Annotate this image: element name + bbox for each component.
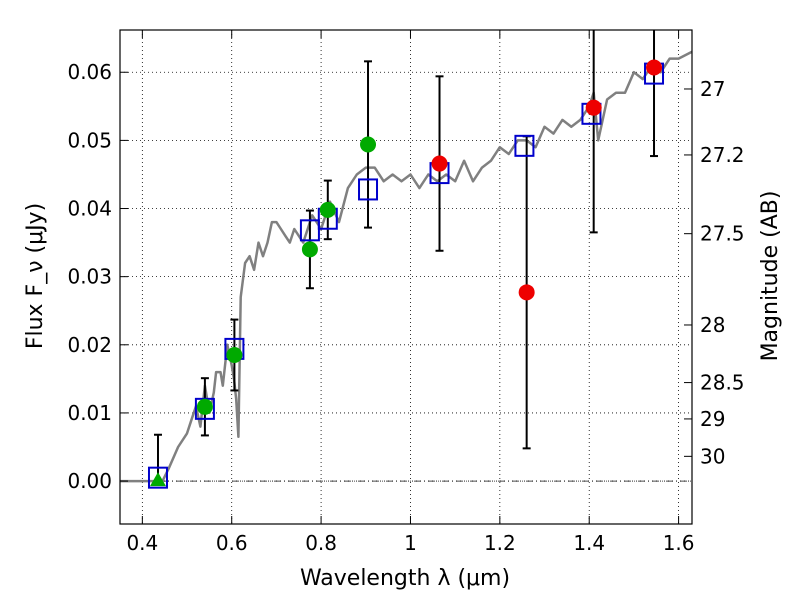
y-tick-label: 0.00 [67,469,112,493]
y-tick-label: 0.05 [67,128,112,152]
x-tick-label: 1.6 [663,531,695,555]
model-photometry-square [147,466,168,489]
x-tick-label: 0.4 [126,531,158,555]
y-axis-label: Flux F_ν (μJy) [23,203,48,349]
observed-point [646,59,663,76]
y-tick-label: 0.01 [67,401,112,425]
observed-point [196,398,213,415]
right-axis-label: Magnitude (AB) [758,191,783,362]
data-markers [147,59,665,489]
right-tick-label: 29 [700,407,725,431]
observed-point [518,284,535,301]
y-tick-label: 0.02 [67,333,112,357]
x-tick-label: 1.2 [484,531,516,555]
observed-point [226,347,243,364]
observed-point [319,201,336,218]
observed-point [585,99,602,116]
model-photometry-square [514,134,535,157]
axis-ticks: 0.4 0.6 0.8 1 1.2 1.4 1.6 0.00 0.01 0.02 0.03 0.04 0… [67,30,745,555]
model-photometry-square [358,178,379,201]
x-tick-label: 1.4 [573,531,605,555]
right-tick-label: 27.2 [700,143,745,167]
upper-limit-triangle [149,472,166,487]
x-tick-label: 0.8 [305,531,337,555]
observed-point [301,241,318,258]
right-tick-label: 27 [700,77,725,101]
observed-point [431,155,448,172]
x-axis-label: Wavelength λ (μm) [300,566,510,591]
model-photometry-square [299,219,320,242]
right-tick-label: 27.5 [700,222,745,246]
right-tick-label: 28 [700,313,725,337]
right-tick-label: 30 [700,444,725,468]
right-tick-label: 28.5 [700,371,745,395]
x-tick-label: 0.6 [216,531,248,555]
observed-point [360,136,377,153]
x-tick-label: 1 [404,531,417,555]
y-tick-label: 0.03 [67,265,112,289]
y-tick-label: 0.06 [67,60,112,84]
y-tick-label: 0.04 [67,197,112,221]
